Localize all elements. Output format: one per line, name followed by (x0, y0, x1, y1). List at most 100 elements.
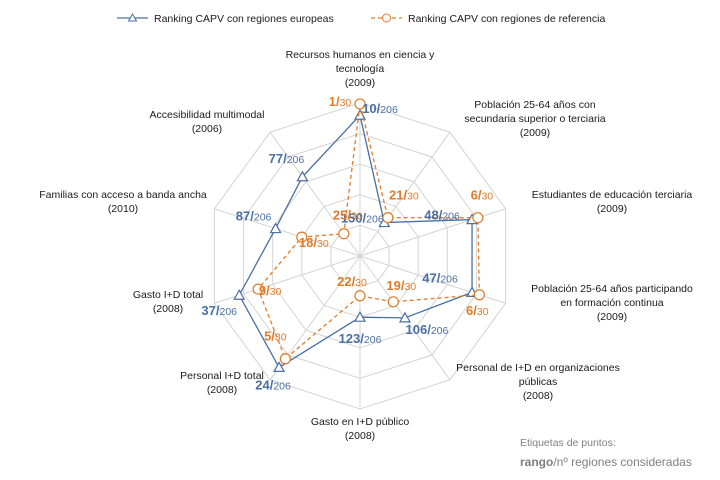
point-label: 87/206 (236, 209, 272, 224)
axis-label-line: Población 25-64 años con (474, 99, 596, 111)
point-label: 150/206 (341, 211, 384, 226)
point-label: 123/206 (339, 331, 382, 346)
data-point-circle (296, 231, 308, 243)
axis-label: Familias con acceso a banda ancha (2010) (39, 189, 207, 215)
footnote-title: Etiquetas de puntos: (520, 437, 616, 449)
point-label: 24/206 (255, 377, 291, 392)
point-label: 1/30 (329, 94, 352, 109)
axis-label-line: (2009) (597, 203, 627, 215)
axis-label-line: públicas (519, 376, 558, 388)
rank-total: 30 (351, 211, 363, 223)
point-label: 48/206 (424, 208, 460, 223)
data-point-triangle (353, 109, 367, 120)
rank-total: 206 (440, 273, 458, 285)
rank-total: 30 (340, 97, 352, 109)
axis-label-line: (2008) (207, 384, 237, 396)
point-label: 10/206 (362, 101, 398, 116)
point-label: 21/30 (389, 188, 419, 203)
point-label: 5/30 (264, 329, 287, 344)
axis-label-line: Personal I+D total (180, 370, 264, 382)
rank-total: 30 (270, 286, 282, 298)
axis-label-line: Gasto I+D total (133, 289, 203, 301)
legend-item-european: Ranking CAPV con regiones europeas (117, 12, 334, 25)
axis-label: Personal I+D total (2008) (180, 370, 264, 396)
point-label: 37/206 (201, 303, 237, 318)
rank-value: 123/ (339, 331, 365, 346)
rank-total: 206 (364, 334, 382, 346)
rank-value: 24/ (255, 377, 273, 392)
rank-value: 25/ (333, 208, 351, 223)
axis-label: Población 25-64 años con secundaria super… (464, 99, 605, 139)
rank-total: 206 (366, 214, 384, 226)
axis-label: Estudiantes de educación terciaria (2009) (532, 189, 693, 215)
triangle-icon (127, 12, 138, 22)
rank-value: 150/ (341, 211, 367, 226)
rank-total: 206 (287, 154, 305, 166)
axis-label-line: (2006) (192, 123, 222, 135)
axis-label-line: (2010) (108, 203, 138, 215)
rank-total: 206 (442, 211, 460, 223)
rank-total: 30 (275, 332, 287, 344)
rank-value: 48/ (424, 208, 442, 223)
point-label: 19/30 (386, 278, 416, 293)
axis-label-line: (2008) (153, 303, 183, 315)
rank-total: 30 (317, 238, 329, 250)
data-point-circle (354, 98, 366, 110)
rank-total: 30 (355, 277, 367, 289)
rank-value: 106/ (406, 322, 432, 337)
rank-total: 30 (481, 191, 493, 203)
data-point-triangle (269, 222, 282, 234)
legend-item-reference: Ranking CAPV con regiones de referencia (371, 13, 605, 25)
point-label: 9/30 (259, 283, 282, 298)
axis-label-line: Accesibilidad multimodal (150, 109, 265, 121)
axis-label-line: Gasto en I+D público (311, 416, 410, 428)
series-layer (233, 98, 485, 373)
axis-label: Accesibilidad multimodal (2006) (150, 109, 265, 135)
circle-icon (382, 13, 391, 23)
axis-label-line: (2009) (345, 77, 375, 89)
axis-label-line: tecnología (336, 63, 385, 75)
axis-label-line: (2008) (523, 390, 553, 402)
point-label: 25/30 (333, 208, 363, 223)
axis-label-line: (2009) (597, 311, 627, 323)
data-point-circle (252, 283, 264, 295)
axis-label-line: (2008) (345, 430, 375, 442)
grid-spoke (359, 131, 451, 257)
data-point-circle (473, 289, 485, 301)
axis-label-line: en formación continua (560, 297, 663, 309)
point-label: 18/30 (299, 235, 329, 250)
axis-label: Gasto I+D total (2008) (133, 289, 203, 315)
axis-label-line: Familias con acceso a banda ancha (39, 189, 207, 201)
axis-label-line: Recursos humanos en ciencia y (286, 49, 436, 61)
legend-label: Ranking CAPV con regiones europeas (154, 13, 334, 25)
data-point-circle (279, 353, 291, 365)
data-point-circle (354, 290, 366, 302)
rank-value: 22/ (337, 274, 355, 289)
data-point-triangle (398, 311, 411, 323)
rank-value: 47/ (422, 270, 440, 285)
legend-label: Ranking CAPV con regiones de referencia (408, 13, 605, 25)
rank-total: 206 (219, 306, 237, 318)
rank-total: 206 (431, 325, 449, 337)
point-label: 106/206 (406, 322, 449, 337)
rank-total: 30 (477, 306, 489, 318)
point-label: 22/30 (337, 274, 367, 289)
axis-label-line: Población 25-64 años participando (531, 283, 693, 295)
data-point-circle (472, 212, 484, 224)
rank-value: 19/ (386, 278, 404, 293)
point-label: 47/206 (422, 270, 458, 285)
data-point-triangle (273, 361, 286, 373)
series-reference (252, 98, 485, 365)
footnote-rest: /nº regiones consideradas (553, 455, 692, 469)
rank-value: 9/ (259, 283, 270, 298)
footnote-bold: rango (520, 455, 554, 469)
data-point-circle (382, 212, 394, 224)
grid-spoke (214, 208, 361, 257)
rank-value: 37/ (201, 303, 219, 318)
rank-value: 21/ (389, 188, 407, 203)
axis-label: Recursos humanos en ciencia y tecnología (… (286, 49, 436, 89)
rank-value: 6/ (471, 188, 482, 203)
axis-label: Personal de I+D en organizaciones pública… (456, 362, 620, 402)
